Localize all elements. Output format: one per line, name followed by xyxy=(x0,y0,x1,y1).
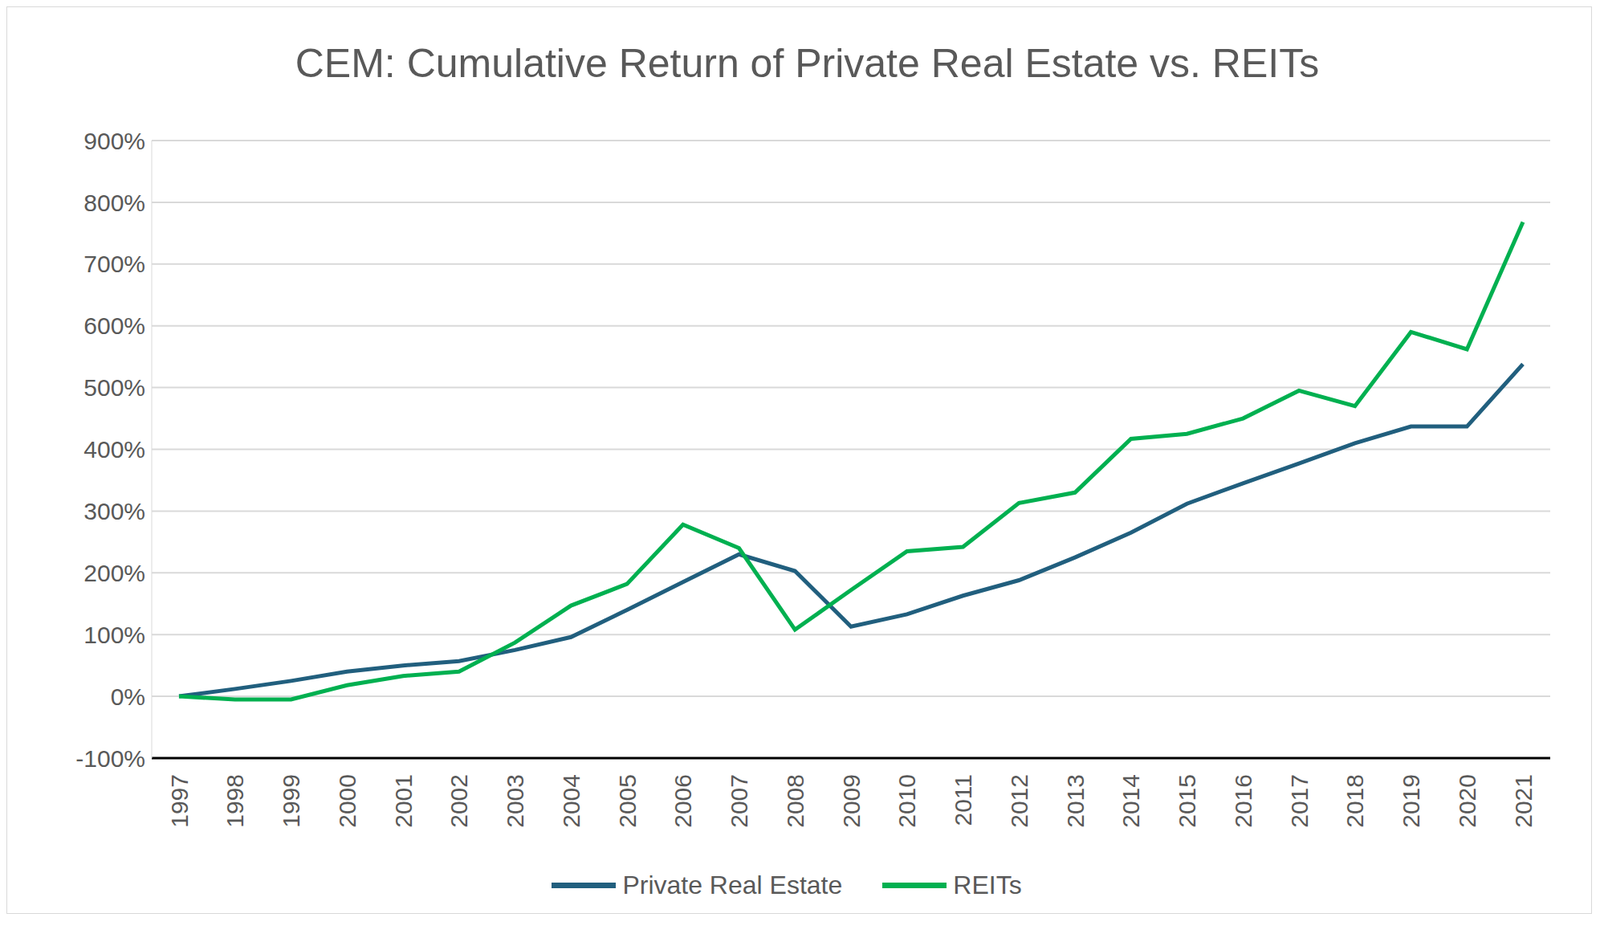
svg-text:2005: 2005 xyxy=(614,773,641,828)
svg-text:900%: 900% xyxy=(83,127,146,155)
svg-text:800%: 800% xyxy=(83,189,146,216)
svg-text:1999: 1999 xyxy=(277,773,305,828)
svg-text:2002: 2002 xyxy=(445,773,473,828)
svg-text:1997: 1997 xyxy=(166,773,193,828)
svg-text:2011: 2011 xyxy=(949,773,977,827)
html-text:CEM: Cumulative Return of Priv: CEM: Cumulative Return of Private Real E… xyxy=(295,40,1320,86)
svg-text:2003: 2003 xyxy=(501,773,529,828)
html-text:Private Real Estate: Private Real Estate xyxy=(622,870,843,900)
svg-text:400%: 400% xyxy=(83,435,146,463)
svg-text:100%: 100% xyxy=(83,621,146,648)
svg-text:2014: 2014 xyxy=(1117,773,1145,828)
svg-text:2019: 2019 xyxy=(1397,773,1425,828)
svg-text:500%: 500% xyxy=(83,374,146,401)
svg-text:2007: 2007 xyxy=(725,773,753,828)
svg-text:2010: 2010 xyxy=(893,773,921,828)
svg-text:300%: 300% xyxy=(83,497,146,525)
svg-text:2018: 2018 xyxy=(1341,773,1368,828)
svg-text:700%: 700% xyxy=(83,250,146,277)
svg-text:2021: 2021 xyxy=(1510,773,1537,828)
svg-text:2013: 2013 xyxy=(1062,773,1089,828)
svg-text:2008: 2008 xyxy=(781,773,809,828)
svg-text:2001: 2001 xyxy=(390,773,417,828)
svg-text:600%: 600% xyxy=(83,312,146,339)
svg-text:-100%: -100% xyxy=(75,745,146,772)
html-text:REITs: REITs xyxy=(953,870,1022,900)
svg-text:2006: 2006 xyxy=(669,773,697,828)
svg-text:2012: 2012 xyxy=(1005,773,1033,828)
svg-text:200%: 200% xyxy=(83,559,146,587)
svg-text:2000: 2000 xyxy=(333,773,361,828)
svg-text:2016: 2016 xyxy=(1229,773,1257,828)
svg-text:2009: 2009 xyxy=(838,773,865,828)
svg-text:0%: 0% xyxy=(110,683,146,710)
svg-text:2015: 2015 xyxy=(1173,773,1201,828)
svg-text:1998: 1998 xyxy=(221,773,249,828)
svg-text:2017: 2017 xyxy=(1286,773,1313,828)
svg-text:2020: 2020 xyxy=(1453,773,1481,828)
svg-text:2004: 2004 xyxy=(557,773,585,828)
